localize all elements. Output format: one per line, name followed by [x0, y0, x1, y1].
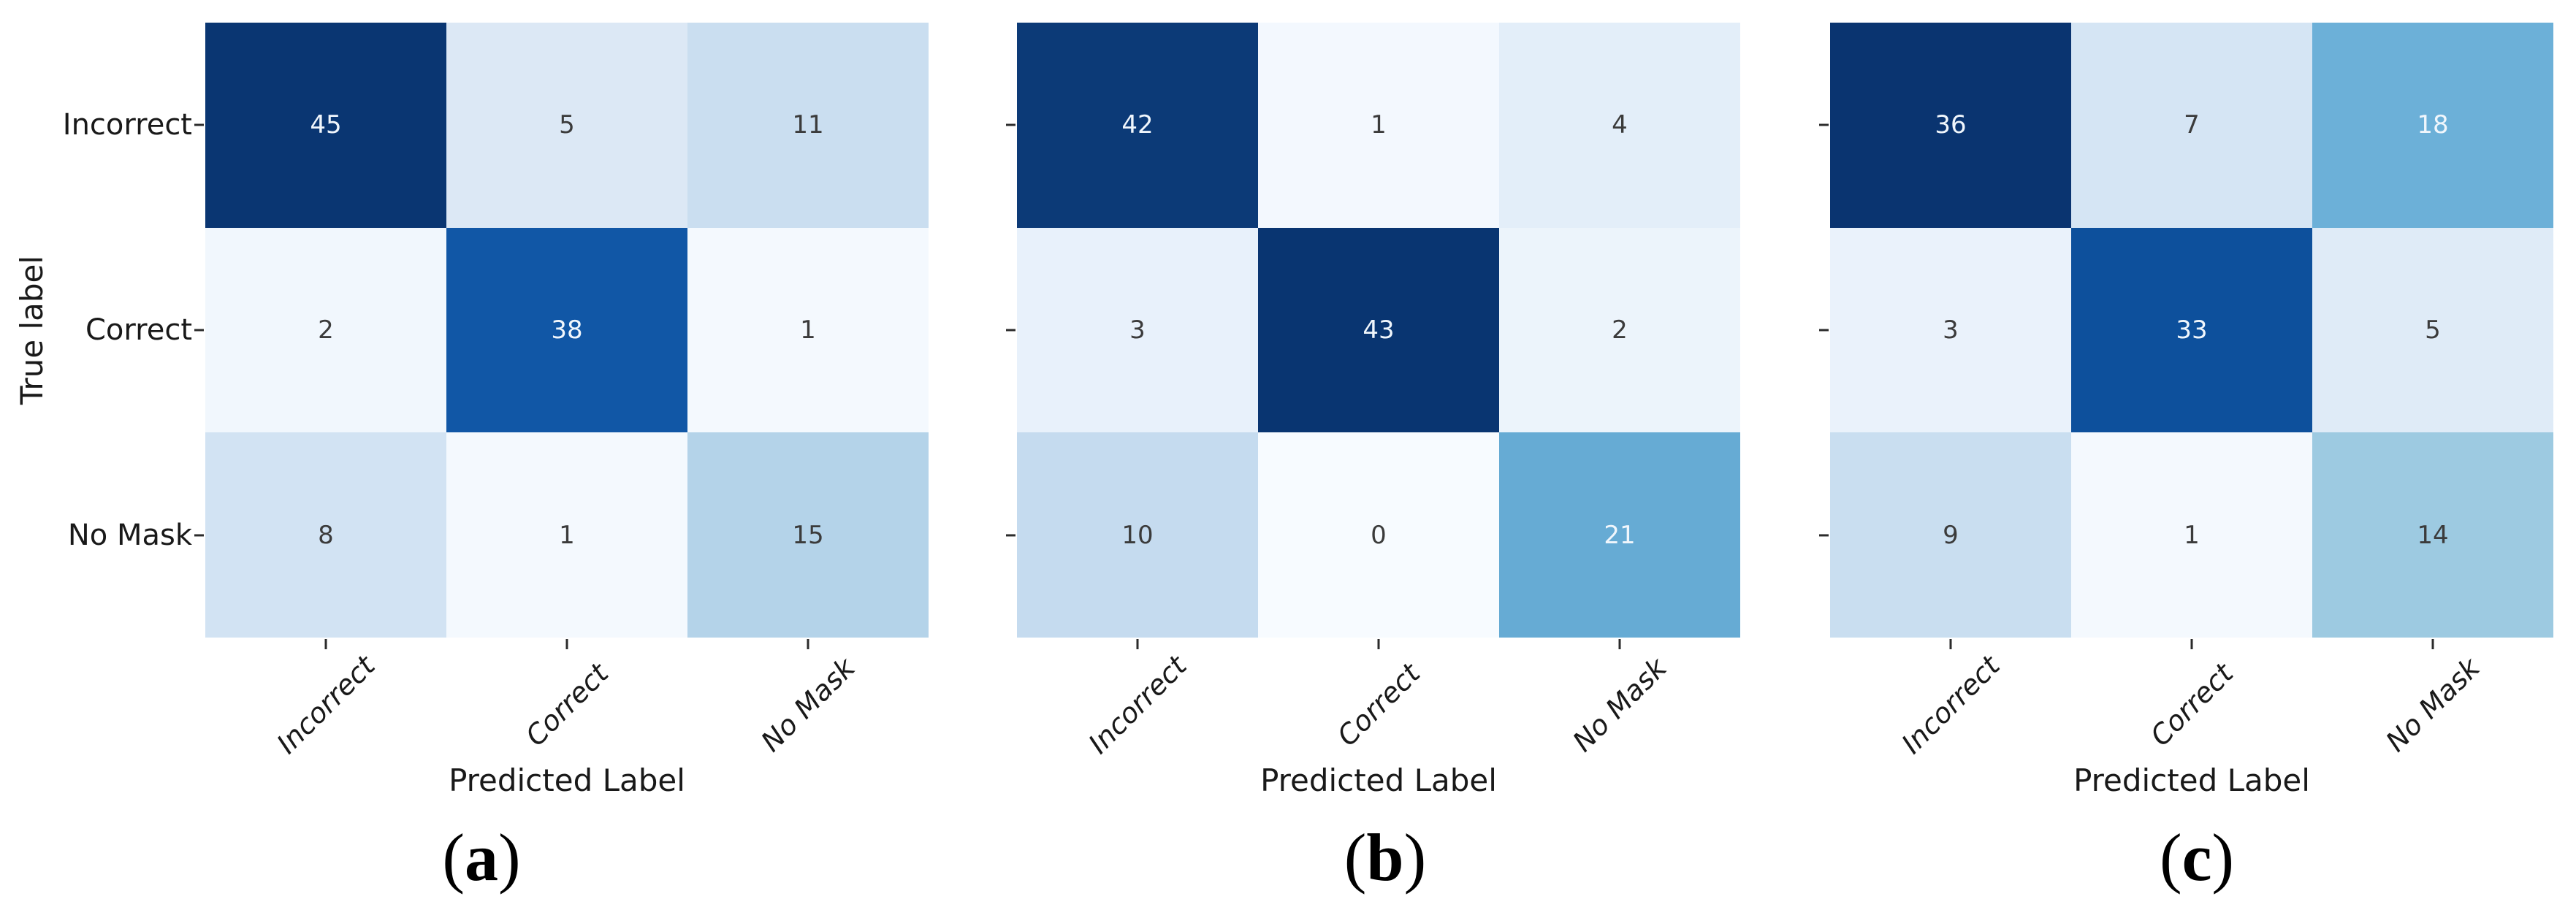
heatmap-cell-b-r0-c0: 42	[1017, 23, 1258, 228]
cell-value: 14	[2417, 520, 2449, 550]
heatmap-cell-b-r2-c0: 10	[1017, 432, 1258, 638]
cell-value: 5	[559, 110, 575, 140]
y-tick-mark	[1006, 123, 1015, 126]
caption-paren-close: )	[498, 820, 521, 895]
cell-value: 9	[1943, 520, 1959, 550]
cell-value: 2	[318, 315, 334, 345]
cell-value: 8	[318, 520, 334, 550]
heatmap-cell-a-r0-c2: 11	[687, 23, 929, 228]
cell-value: 5	[2425, 315, 2441, 345]
heatmap-a: 45 5 11 2 38 1 8 1 15	[205, 23, 929, 638]
x-axis-title-a: Predicted Label	[449, 762, 685, 798]
cell-value: 1	[800, 315, 816, 345]
heatmap-c: 36 7 18 3 33 5 9 1 14	[1830, 23, 2553, 638]
panel-caption-c: (c)	[2160, 824, 2234, 891]
heatmap-cell-b-r0-c1: 1	[1258, 23, 1499, 228]
caption-letter: c	[2181, 820, 2212, 895]
heatmap-cell-b-r1-c2: 2	[1499, 227, 1740, 433]
heatmap-cell-c-r1-c1: 33	[2071, 227, 2312, 433]
x-tick-mark	[2431, 639, 2434, 649]
heatmap-cell-a-r2-c1: 1	[446, 432, 687, 638]
y-tick-label-incorrect: Incorrect	[62, 108, 192, 142]
y-tick-mark	[194, 329, 204, 332]
x-axis-title-c: Predicted Label	[2073, 762, 2310, 798]
y-tick-mark	[1006, 329, 1015, 332]
cell-value: 0	[1371, 520, 1387, 550]
y-tick-mark	[1819, 123, 1829, 126]
y-tick-mark	[194, 123, 204, 126]
x-tick-mark	[565, 639, 568, 649]
cell-value: 1	[559, 520, 575, 550]
heatmap-b: 42 1 4 3 43 2 10 0 21	[1017, 23, 1740, 638]
x-tick-mark	[1377, 639, 1380, 649]
x-tick-mark	[807, 639, 809, 649]
cell-value: 42	[1121, 110, 1154, 140]
heatmap-cell-c-r1-c2: 5	[2312, 227, 2553, 433]
cell-value: 1	[2184, 520, 2200, 550]
x-tick-mark	[1136, 639, 1139, 649]
cell-value: 3	[1943, 315, 1959, 345]
heatmap-cell-b-r0-c2: 4	[1499, 23, 1740, 228]
caption-letter: a	[465, 820, 498, 895]
y-tick-mark	[1006, 534, 1015, 537]
heatmap-cell-c-r1-c0: 3	[1830, 227, 2071, 433]
cell-value: 43	[1363, 315, 1395, 345]
cell-value: 11	[792, 110, 824, 140]
cell-value: 2	[1612, 315, 1628, 345]
caption-paren-open: (	[2159, 820, 2182, 895]
cell-value: 33	[2176, 315, 2208, 345]
heatmap-cell-b-r1-c0: 3	[1017, 227, 1258, 433]
cell-value: 10	[1121, 520, 1154, 550]
y-tick-mark	[194, 534, 204, 537]
cell-value: 15	[792, 520, 824, 550]
panel-caption-b: (b)	[1344, 824, 1426, 891]
panel-caption-a: (a)	[442, 824, 520, 891]
heatmap-cell-a-r2-c0: 8	[205, 432, 446, 638]
y-tick-label-correct: Correct	[85, 313, 192, 347]
x-tick-mark	[1618, 639, 1621, 649]
cell-value: 3	[1129, 315, 1146, 345]
heatmap-cell-c-r2-c0: 9	[1830, 432, 2071, 638]
heatmap-cell-a-r1-c2: 1	[687, 227, 929, 433]
heatmap-cell-c-r2-c1: 1	[2071, 432, 2312, 638]
cell-value: 38	[551, 315, 583, 345]
y-tick-mark	[1819, 534, 1829, 537]
heatmap-cell-a-r1-c1: 38	[446, 227, 687, 433]
heatmap-cell-b-r1-c1: 43	[1258, 227, 1499, 433]
heatmap-cell-b-r2-c2: 21	[1499, 432, 1740, 638]
cell-value: 36	[1935, 110, 1967, 140]
caption-paren-open: (	[442, 820, 465, 895]
x-tick-mark	[324, 639, 327, 649]
heatmap-cell-c-r0-c1: 7	[2071, 23, 2312, 228]
x-tick-mark	[1949, 639, 1952, 649]
cell-value: 7	[2184, 110, 2200, 140]
heatmap-cell-c-r0-c0: 36	[1830, 23, 2071, 228]
y-tick-mark	[1819, 329, 1829, 332]
heatmap-cell-b-r2-c1: 0	[1258, 432, 1499, 638]
caption-paren-open: (	[1344, 820, 1367, 895]
cell-value: 4	[1612, 110, 1628, 140]
cell-value: 18	[2417, 110, 2449, 140]
y-axis-title: True label	[14, 255, 50, 405]
heatmap-cell-a-r0-c0: 45	[205, 23, 446, 228]
heatmap-cell-a-r2-c2: 15	[687, 432, 929, 638]
caption-letter: b	[1366, 820, 1404, 895]
caption-paren-close: )	[2211, 820, 2235, 895]
cell-value: 21	[1604, 520, 1636, 550]
heatmap-cell-a-r1-c0: 2	[205, 227, 446, 433]
heatmap-cell-a-r0-c1: 5	[446, 23, 687, 228]
y-tick-label-no-mask: No Mask	[67, 518, 192, 552]
x-axis-title-b: Predicted Label	[1260, 762, 1497, 798]
x-tick-mark	[2190, 639, 2193, 649]
cell-value: 1	[1371, 110, 1387, 140]
caption-paren-close: )	[1403, 820, 1427, 895]
cell-value: 45	[310, 110, 342, 140]
heatmap-cell-c-r0-c2: 18	[2312, 23, 2553, 228]
heatmap-cell-c-r2-c2: 14	[2312, 432, 2553, 638]
